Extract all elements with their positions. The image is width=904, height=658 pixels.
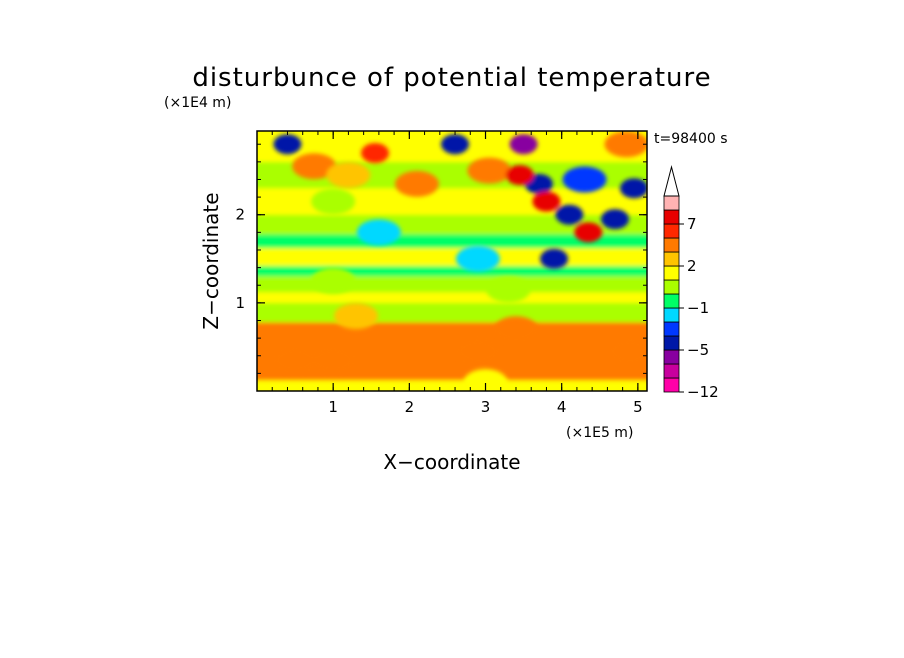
plot-frame	[256, 130, 648, 392]
y-unit-label: (×1E4 m)	[164, 95, 231, 111]
colorbar-segment	[663, 307, 680, 323]
field-cell	[311, 267, 356, 294]
field-cell	[562, 166, 607, 193]
colorbar-segment	[663, 335, 680, 351]
field-band	[257, 188, 647, 215]
x-tick-label: 4	[557, 398, 567, 416]
x-tick-label: 3	[481, 398, 491, 416]
field-band	[257, 276, 647, 293]
colorbar-segment	[663, 251, 680, 267]
field-cell	[574, 222, 603, 243]
field-cell	[509, 134, 538, 155]
colorbar-segment	[663, 293, 680, 309]
colorbar-segment	[663, 223, 680, 239]
colorbar-segment	[663, 349, 680, 365]
plot-area	[257, 131, 647, 391]
field-cell	[455, 245, 500, 272]
colorbar-segment	[663, 209, 680, 225]
field-cell	[505, 165, 534, 186]
x-tick-label: 5	[633, 398, 643, 416]
y-axis-label: Z−coordinate	[199, 192, 223, 329]
colorbar-segment	[663, 321, 680, 337]
field-cell	[311, 347, 356, 374]
colorbar-extend-arrow	[663, 165, 680, 197]
field-cell	[463, 369, 508, 391]
field-band	[257, 265, 647, 277]
colorbar-label: 7	[687, 215, 697, 233]
x-tick-label: 2	[405, 398, 415, 416]
field-cell	[493, 316, 538, 343]
field-cell	[608, 338, 647, 365]
field-cell	[601, 209, 630, 230]
time-label: t=98400 s	[654, 131, 728, 147]
field-cell	[273, 347, 318, 374]
field-cell	[356, 219, 401, 246]
field-cell	[455, 338, 500, 365]
field-cell	[486, 276, 531, 303]
x-axis-ticks: 1 2 3 4 5	[271, 131, 643, 416]
colorbar-segment	[663, 195, 680, 211]
field-cell	[361, 143, 390, 164]
field-cell	[540, 248, 569, 269]
colorbar-segment	[663, 363, 680, 379]
y-tick-label: 2	[235, 206, 245, 224]
field-cell	[326, 162, 371, 189]
colorbar-label: −5	[687, 341, 709, 359]
field-cell	[273, 134, 302, 155]
field-cell	[467, 157, 512, 184]
colorbar-label: −1	[687, 299, 709, 317]
field-band	[257, 234, 647, 249]
colorbar-segment	[663, 377, 680, 393]
field-band	[257, 248, 647, 266]
colorbar-segment	[663, 237, 680, 253]
field-cell	[532, 191, 561, 212]
field-cell	[555, 204, 584, 225]
field-band	[257, 214, 647, 235]
field-band	[257, 292, 647, 303]
colorbar-label: −12	[687, 383, 719, 401]
y-tick-label: 1	[235, 294, 245, 312]
chart-title: disturbunce of potential temperature	[192, 63, 711, 93]
x-axis-label: X−coordinate	[383, 450, 520, 474]
field-cells	[273, 131, 647, 391]
field-cell	[394, 170, 439, 197]
field-band	[257, 302, 647, 323]
x-unit-label: (×1E5 m)	[566, 425, 633, 441]
field-cell	[620, 178, 647, 199]
colorbar: −12−5−127	[663, 165, 719, 401]
field-cell	[604, 131, 647, 158]
field-band	[257, 380, 647, 391]
field-cell	[334, 303, 379, 330]
field-cell	[292, 153, 337, 180]
colorbar-segment	[663, 265, 680, 281]
x-tick-label: 1	[328, 398, 338, 416]
colorbar-segment	[663, 279, 680, 295]
colorbar-label: 2	[687, 257, 697, 275]
field-cell	[311, 188, 356, 215]
field-cell	[441, 134, 470, 155]
y-axis-ticks: 12	[235, 143, 647, 374]
